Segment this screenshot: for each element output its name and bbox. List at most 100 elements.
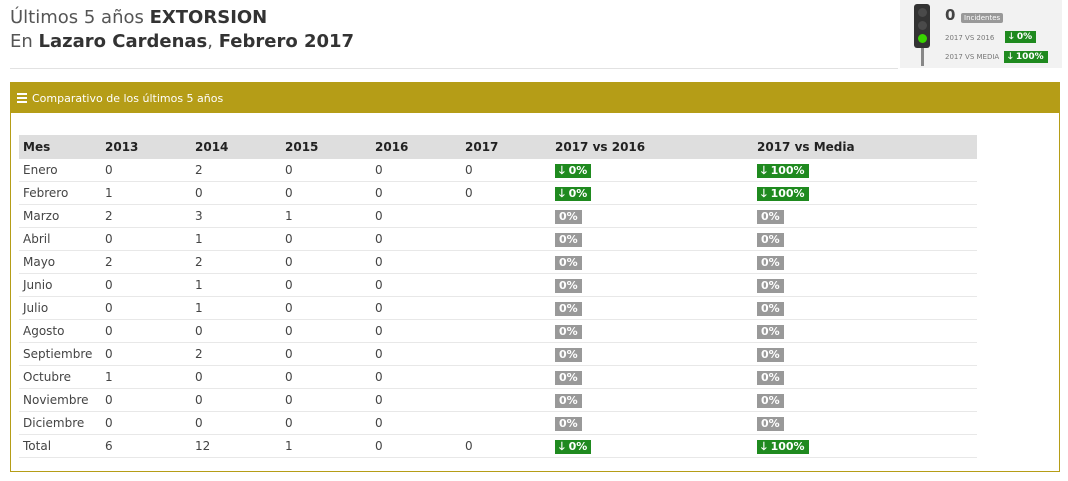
table-row: Noviembre 0 0 0 0 0% 0% [19,388,977,412]
cell-y2014: 0 [191,365,281,389]
cell-y2015: 1 [281,204,371,228]
cell-y2016: 0 [371,411,461,435]
cell-y2014: 2 [191,159,281,182]
cell-y2013: 0 [101,273,191,297]
comparison-table: Mes 2013 2014 2015 2016 2017 2017 vs 201… [19,135,977,458]
cell-mes: Diciembre [19,411,101,435]
cell-y2016: 0 [371,227,461,251]
table-header-row: Mes 2013 2014 2015 2016 2017 2017 vs 201… [19,135,977,159]
cell-y2014: 1 [191,227,281,251]
vs-media-badge: 0% [757,370,784,385]
cell-y2017: 0 [461,434,551,458]
semaforo-widget: 0 Incidentes 2017 VS 2016 🡓 0% 2017 VS M… [900,0,1062,68]
cell-mes: Mayo [19,250,101,274]
cell-y2013: 1 [101,181,191,205]
col-vs-media: 2017 vs Media [753,135,977,159]
cell-mes: Abril [19,227,101,251]
cell-y2015: 0 [281,273,371,297]
cell-vsMedia: 0% [753,365,977,389]
vs-2016-badge: 🡓 0% [555,186,592,201]
vs-2016-badge: 0% [555,255,582,270]
table-row: Diciembre 0 0 0 0 0% 0% [19,411,977,435]
vs-2016-badge: 0% [555,393,582,408]
vs-2016-badge: 0% [555,278,582,293]
cell-y2014: 1 [191,273,281,297]
cell-y2013: 0 [101,159,191,182]
cell-y2015: 0 [281,296,371,320]
cell-mes: Marzo [19,204,101,228]
cell-y2016: 0 [371,434,461,458]
cell-y2017 [461,411,551,435]
table-row: Septiembre 0 2 0 0 0% 0% [19,342,977,366]
vs-media-badge: 0% [757,232,784,247]
vs-2016-badge: 0% [555,370,582,385]
vs-2016-badge: 0% [555,209,582,224]
cell-vs2016: 0% [551,204,753,228]
vs-media-badge: 🡓 100% [1004,51,1048,63]
vs-2016-badge: 🡓 0% [555,439,592,454]
vs-media-badge: 0% [757,416,784,431]
cell-y2015: 0 [281,365,371,389]
cell-vs2016: 0% [551,250,753,274]
cell-y2014: 2 [191,250,281,274]
cell-vsMedia: 🡓 100% [753,159,977,182]
cell-y2013: 0 [101,296,191,320]
vs-media-badge: 0% [757,278,784,293]
cell-y2014: 0 [191,411,281,435]
table-row: Enero 0 2 0 0 0 🡓 0% 🡓 100% [19,159,977,182]
bars-icon [17,91,27,105]
cell-y2013: 0 [101,388,191,412]
cell-vs2016: 🡓 0% [551,181,753,205]
page-header: Últimos 5 años EXTORSION En Lazaro Carde… [10,6,354,54]
incidents-label: Incidentes [961,13,1004,23]
table-row: Octubre 1 0 0 0 0% 0% [19,365,977,389]
cell-vs2016: 0% [551,227,753,251]
cell-mes: Julio [19,296,101,320]
col-2013: 2013 [101,135,191,159]
vs-prev-label: 2017 VS 2016 [945,34,995,42]
cell-y2014: 1 [191,296,281,320]
cell-y2015: 1 [281,434,371,458]
cell-y2016: 0 [371,181,461,205]
cell-y2013: 2 [101,250,191,274]
cell-y2015: 0 [281,181,371,205]
traffic-light-icon [914,4,930,48]
vs-prev-badge: 🡓 0% [1005,31,1037,43]
cell-mes: Octubre [19,365,101,389]
cell-y2016: 0 [371,159,461,182]
incident-count: 0 [945,6,956,24]
cell-y2017 [461,319,551,343]
vs-media-badge: 🡓 100% [757,186,809,201]
cell-y2017 [461,227,551,251]
cell-mes: Septiembre [19,342,101,366]
table-row: Marzo 2 3 1 0 0% 0% [19,204,977,228]
cell-y2013: 1 [101,365,191,389]
arrow-down-icon: 🡓 [559,163,569,177]
cell-vs2016: 0% [551,365,753,389]
cell-mes: Agosto [19,319,101,343]
cell-vs2016: 0% [551,342,753,366]
vs-2016-badge: 0% [555,416,582,431]
vs-media-badge: 0% [757,324,784,339]
cell-mes: Total [19,434,101,458]
vs-2016-badge: 0% [555,232,582,247]
cell-y2016: 0 [371,273,461,297]
cell-vsMedia: 0% [753,273,977,297]
vs-2016-badge: 0% [555,301,582,316]
cell-y2016: 0 [371,388,461,412]
cell-vsMedia: 0% [753,204,977,228]
vs-2016-badge: 🡓 0% [555,163,592,178]
vs-media-label: 2017 VS MEDIA [945,53,1000,61]
cell-vsMedia: 🡓 100% [753,434,977,458]
col-2015: 2015 [281,135,371,159]
cell-vsMedia: 🡓 100% [753,181,977,205]
cell-vs2016: 0% [551,411,753,435]
arrow-down-icon: 🡓 [761,186,771,200]
cell-y2015: 0 [281,411,371,435]
comparison-panel: Comparativo de los últimos 5 años Mes 20… [10,82,1060,472]
table-row: Abril 0 1 0 0 0% 0% [19,227,977,251]
cell-vsMedia: 0% [753,388,977,412]
cell-y2014: 0 [191,319,281,343]
cell-y2015: 0 [281,388,371,412]
table-row: Junio 0 1 0 0 0% 0% [19,273,977,297]
